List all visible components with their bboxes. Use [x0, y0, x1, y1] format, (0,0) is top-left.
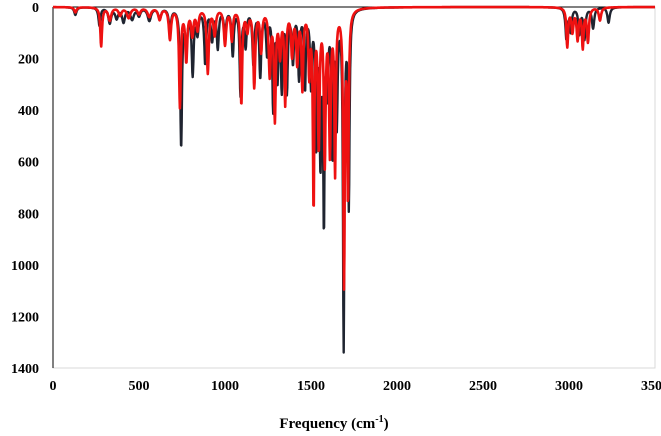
- x-tick-label: 1000: [211, 379, 239, 394]
- y-tick-label: 1200: [11, 310, 39, 325]
- x-axis-title-main: Frequency (cm: [279, 416, 375, 432]
- x-tick-label: 3000: [555, 379, 583, 394]
- x-axis-title: Frequency (cm-1): [279, 414, 388, 432]
- x-tick-label: 2500: [469, 379, 497, 394]
- y-tick-label: 1000: [11, 259, 39, 274]
- y-tick-label: 1400: [11, 362, 39, 377]
- x-axis-title-end: ): [384, 416, 389, 432]
- x-tick-label: 1500: [297, 379, 325, 394]
- spectrum-series-line-1: [52, 5, 656, 354]
- y-tick-label: 400: [18, 104, 39, 119]
- y-tick-labels: 0 200 400 600 800 1000 1200 1400: [11, 1, 39, 377]
- x-tick-label: 500: [129, 379, 150, 394]
- plot-area-frame: [52, 6, 656, 369]
- series-group: [51, 5, 657, 354]
- y-tick-label: 200: [18, 53, 39, 68]
- x-axis-title-superscript: -1: [375, 414, 383, 425]
- y-tick-label: 800: [18, 207, 39, 222]
- y-tick-label: 0: [32, 1, 39, 16]
- y-tick-label: 600: [18, 156, 39, 171]
- x-tick-label: 2000: [383, 379, 411, 394]
- spectrum-series-line-2: [51, 5, 657, 291]
- x-tick-label: 0: [50, 379, 57, 394]
